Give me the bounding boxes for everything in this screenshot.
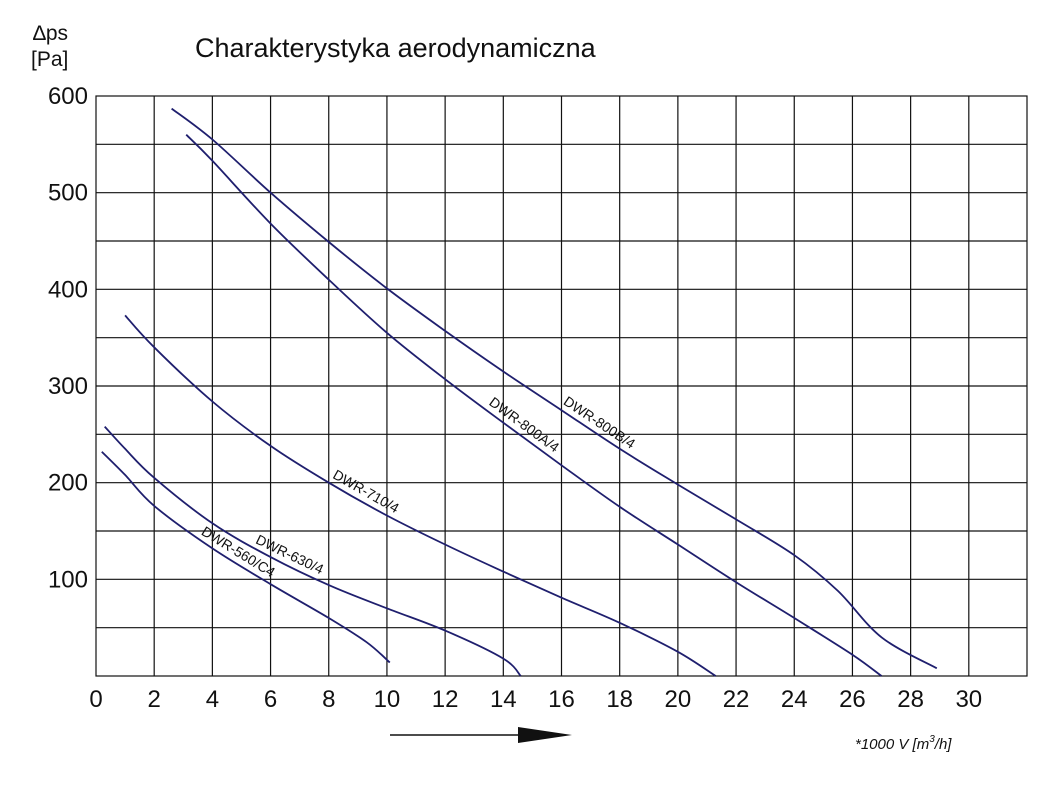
x-tick-label: 22: [723, 686, 750, 713]
y-tick-label: 100: [48, 566, 88, 593]
curve-dwr-800a-4: [185, 134, 883, 677]
x-axis-unit-superscript: 3: [929, 734, 935, 745]
x-tick-label: 24: [781, 686, 808, 713]
x-tick-label: 10: [374, 686, 401, 713]
x-tick-label: 6: [264, 686, 277, 713]
x-tick-label: 8: [322, 686, 335, 713]
x-tick-label: 2: [148, 686, 161, 713]
x-axis-unit-suffix: /h]: [934, 736, 953, 753]
x-tick-label: 12: [432, 686, 459, 713]
flow-direction-arrow: [390, 727, 572, 743]
y-axis-symbol: ∆ps: [33, 22, 68, 45]
x-tick-label: 20: [665, 686, 692, 713]
curve-dwr-710-4: [124, 314, 717, 677]
fan-curves: DWR-800B/4DWR-800A/4DWR-710/4DWR-630/4DW…: [101, 107, 938, 677]
grid-lines: [95, 95, 1028, 677]
y-tick-label: 300: [48, 373, 88, 400]
x-tick-label: 28: [897, 686, 924, 713]
x-tick-label: 0: [89, 686, 102, 713]
x-tick-label: 14: [490, 686, 517, 713]
curve-dwr-560-c4: [101, 451, 391, 664]
arrow-head: [518, 727, 572, 743]
chart-title: Charakterystyka aerodynamiczna: [195, 33, 597, 63]
y-axis-unit: [Pa]: [31, 48, 68, 71]
curve-dwr-630-4: [104, 425, 522, 677]
curve-label: DWR-800B/4: [561, 393, 639, 452]
x-tick-label: 4: [206, 686, 219, 713]
x-tick-label: 26: [839, 686, 866, 713]
curve-dwr-800b-4: [171, 107, 938, 670]
curve-label: DWR-710/4: [330, 466, 402, 516]
x-tick-label: 30: [955, 686, 982, 713]
x-tick-label: 16: [548, 686, 575, 713]
x-axis-unit-label: *1000 V [m3/h]: [855, 734, 952, 753]
x-tick-labels: 0 2 4 6 8 10 12 14 16 18 20 22 24 26 28 30: [89, 686, 982, 713]
y-tick-labels: 100 200 300 400 500 600: [48, 83, 88, 593]
y-tick-label: 500: [48, 180, 88, 207]
x-tick-label: 18: [606, 686, 633, 713]
x-axis-unit-prefix: *1000 V [m: [855, 736, 929, 753]
y-tick-label: 400: [48, 276, 88, 303]
y-tick-label: 200: [48, 470, 88, 497]
y-tick-label: 600: [48, 83, 88, 110]
